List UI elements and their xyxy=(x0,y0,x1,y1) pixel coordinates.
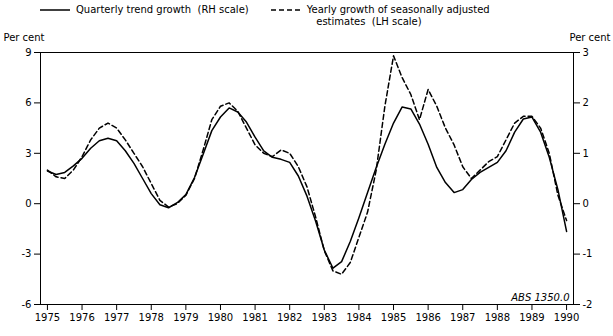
svg-text:-6: -6 xyxy=(22,299,32,310)
svg-text:1978: 1978 xyxy=(139,312,164,323)
svg-text:1981: 1981 xyxy=(242,312,267,323)
svg-text:1988: 1988 xyxy=(485,312,510,323)
svg-text:Per cent: Per cent xyxy=(569,32,610,43)
svg-text:1976: 1976 xyxy=(69,312,94,323)
svg-text:1977: 1977 xyxy=(104,312,129,323)
svg-text:1984: 1984 xyxy=(346,312,371,323)
svg-text:1990: 1990 xyxy=(554,312,579,323)
svg-text:2: 2 xyxy=(583,97,589,108)
svg-text:0: 0 xyxy=(25,198,31,209)
svg-text:1985: 1985 xyxy=(381,312,406,323)
svg-text:Per cent: Per cent xyxy=(4,32,45,43)
svg-text:1979: 1979 xyxy=(173,312,198,323)
svg-text:3: 3 xyxy=(583,47,589,58)
svg-text:1983: 1983 xyxy=(312,312,337,323)
html-text:Quarterly trend growth (RH sca: Quarterly trend growth (RH scale) xyxy=(76,4,249,15)
svg-text:1986: 1986 xyxy=(415,312,440,323)
svg-text:ABS 1350.0: ABS 1350.0 xyxy=(510,292,569,303)
svg-text:3: 3 xyxy=(25,148,31,159)
svg-text:1989: 1989 xyxy=(519,312,544,323)
svg-text:1975: 1975 xyxy=(35,312,60,323)
svg-text:-3: -3 xyxy=(22,248,32,259)
html-text:Yearly growth of seasonally ad: Yearly growth of seasonally adjusted est… xyxy=(306,4,490,27)
svg-text:0: 0 xyxy=(583,198,589,209)
svg-text:6: 6 xyxy=(25,97,31,108)
svg-text:9: 9 xyxy=(25,47,31,58)
svg-text:1987: 1987 xyxy=(450,312,475,323)
svg-text:-1: -1 xyxy=(583,248,593,259)
svg-text:1982: 1982 xyxy=(277,312,302,323)
svg-text:1: 1 xyxy=(583,148,589,159)
svg-text:-2: -2 xyxy=(583,299,593,310)
svg-text:1980: 1980 xyxy=(208,312,233,323)
